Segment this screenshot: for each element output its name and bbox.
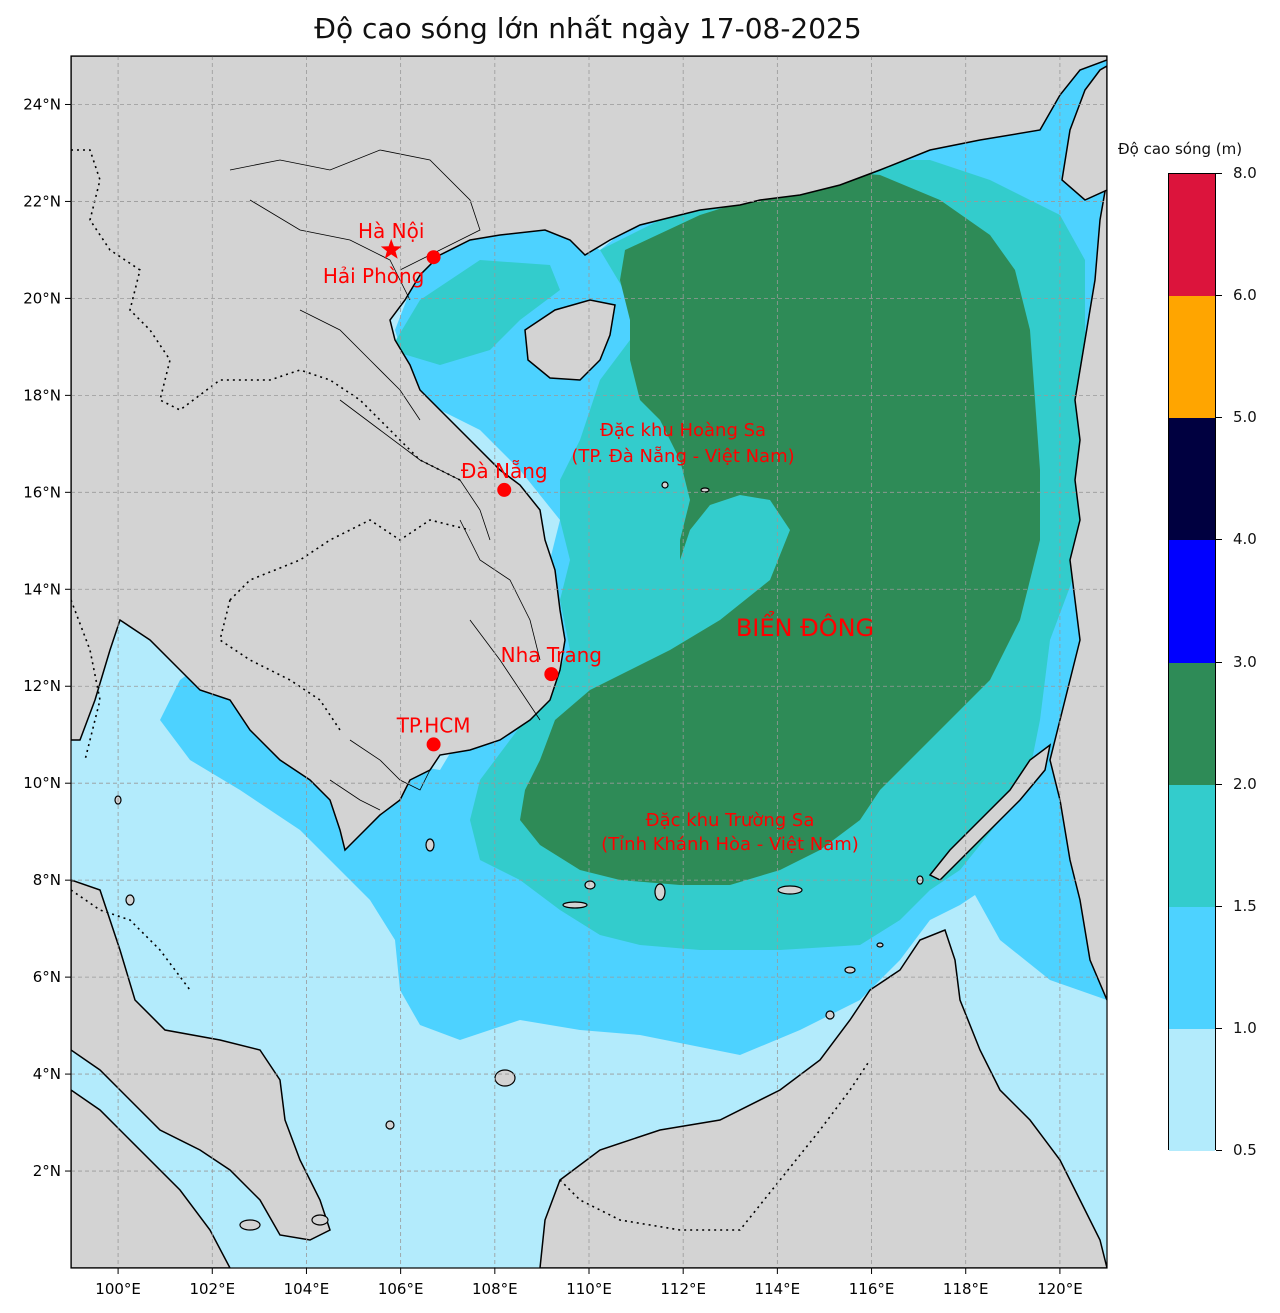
wave-band-2-3m xyxy=(520,170,1040,885)
lat-tick-label: 16°N xyxy=(23,483,61,501)
colorbar-tick-mark xyxy=(1216,539,1222,541)
colorbar-tick-mark xyxy=(1216,1027,1222,1029)
land-philippines xyxy=(1049,179,1107,1001)
land-borneo xyxy=(539,929,1107,1268)
city-label: Nha Trang xyxy=(501,643,602,667)
national-borders xyxy=(71,149,871,1231)
lon-tick-label: 114°E xyxy=(755,1280,801,1298)
city-dot-marker xyxy=(497,482,512,497)
colorbar xyxy=(1168,173,1216,1151)
lon-tick-label: 106°E xyxy=(378,1280,424,1298)
colorbar-tick-mark xyxy=(1216,1150,1222,1151)
lat-tick-label: 22°N xyxy=(23,192,61,210)
colorbar-tick-label: 3.0 xyxy=(1233,652,1257,671)
colorbar-segment xyxy=(1169,1028,1215,1151)
map-layers xyxy=(71,56,1107,1268)
colorbar-tick-label: 1.0 xyxy=(1233,1018,1257,1037)
city-dot-marker xyxy=(426,737,441,752)
map-title: Độ cao sóng lớn nhất ngày 17-08-2025 xyxy=(314,12,862,45)
lat-tick-label: 8°N xyxy=(33,871,61,889)
lat-tick-label: 6°N xyxy=(33,968,61,986)
city-dot-marker xyxy=(544,667,559,682)
colorbar-segment xyxy=(1169,418,1215,541)
admin-boundaries xyxy=(229,149,541,811)
lat-tick-label: 14°N xyxy=(23,580,61,598)
city-markers: Hà Nội Hải Phòng Đà Nẵng Nha Trang TP.HCM xyxy=(323,219,602,752)
annotation-hoang-sa-line2: (TP. Đà Nẵng - Việt Nam) xyxy=(571,446,794,467)
lon-tick-label: 100°E xyxy=(95,1280,141,1298)
land-sumatra xyxy=(71,1089,231,1268)
colorbar-tick-mark xyxy=(1216,783,1222,785)
lon-tick-label: 102°E xyxy=(189,1280,235,1298)
lon-tick-label: 110°E xyxy=(566,1280,612,1298)
lat-tick-label: 24°N xyxy=(23,95,61,113)
city-label: Hà Nội xyxy=(358,219,424,243)
lon-tick-label: 108°E xyxy=(472,1280,518,1298)
lat-lon-grid xyxy=(71,56,1107,1268)
city-label: Hải Phòng xyxy=(323,264,425,288)
colorbar-tick-mark xyxy=(1216,417,1222,419)
annotation-bien-dong: BIỂN ĐÔNG xyxy=(736,610,874,642)
lon-tick-label: 104°E xyxy=(284,1280,330,1298)
colorbar-segment xyxy=(1169,906,1215,1029)
colorbar-tick-mark xyxy=(1216,905,1222,907)
colorbar-tick-mark xyxy=(1216,295,1222,297)
city-star-marker xyxy=(380,238,402,259)
colorbar-segment xyxy=(1169,296,1215,419)
lat-tick-label: 10°N xyxy=(23,774,61,792)
colorbar-tick-label: 5.0 xyxy=(1233,408,1257,427)
city-dot-marker xyxy=(426,250,441,265)
lat-tick-label: 20°N xyxy=(23,289,61,307)
colorbar-tick-label: 8.0 xyxy=(1233,164,1257,182)
lat-tick-label: 18°N xyxy=(23,386,61,404)
land-malay-peninsula xyxy=(71,879,331,1241)
lat-tick-label: 12°N xyxy=(23,677,61,695)
colorbar-segment xyxy=(1169,174,1215,297)
colorbar-tick-label: 1.5 xyxy=(1233,896,1257,915)
colorbar-tick-label: 2.0 xyxy=(1233,774,1257,793)
city-label: Đà Nẵng xyxy=(461,459,548,483)
lon-tick-label: 112°E xyxy=(660,1280,706,1298)
lat-tick-label: 4°N xyxy=(33,1065,61,1083)
islands xyxy=(114,481,924,1231)
land-hainan xyxy=(524,299,616,381)
annotation-truong-sa-line1: Đặc khu Trường Sa xyxy=(646,810,815,831)
colorbar-tick-label: 0.5 xyxy=(1233,1141,1257,1159)
colorbar-title: Độ cao sóng (m) xyxy=(1118,140,1243,158)
lon-tick-label: 118°E xyxy=(943,1280,989,1298)
lon-tick-label: 116°E xyxy=(849,1280,895,1298)
colorbar-segment xyxy=(1169,784,1215,907)
colorbar-tick-label: 6.0 xyxy=(1233,286,1257,305)
lon-tick-label: 120°E xyxy=(1037,1280,1083,1298)
colorbar-segment xyxy=(1169,540,1215,663)
annotation-truong-sa-line2: (Tỉnh Khánh Hòa - Việt Nam) xyxy=(601,834,859,855)
colorbar-tick-label: 4.0 xyxy=(1233,530,1257,549)
annotation-hoang-sa-line1: Đặc khu Hoàng Sa xyxy=(600,420,766,441)
colorbar-segment xyxy=(1169,662,1215,785)
land-palawan xyxy=(928,743,1052,881)
axis-ticks: 100°E 102°E 104°E 106°E 108°E 110°E 112°E 114°E… xyxy=(23,95,1083,1298)
colorbar-tick-mark xyxy=(1216,661,1222,663)
colorbar-tick-mark xyxy=(1216,173,1222,174)
land-taiwan xyxy=(1061,65,1107,201)
city-label: TP.HCM xyxy=(396,713,471,737)
lat-tick-label: 2°N xyxy=(33,1162,61,1180)
land-mainland xyxy=(71,56,1107,852)
